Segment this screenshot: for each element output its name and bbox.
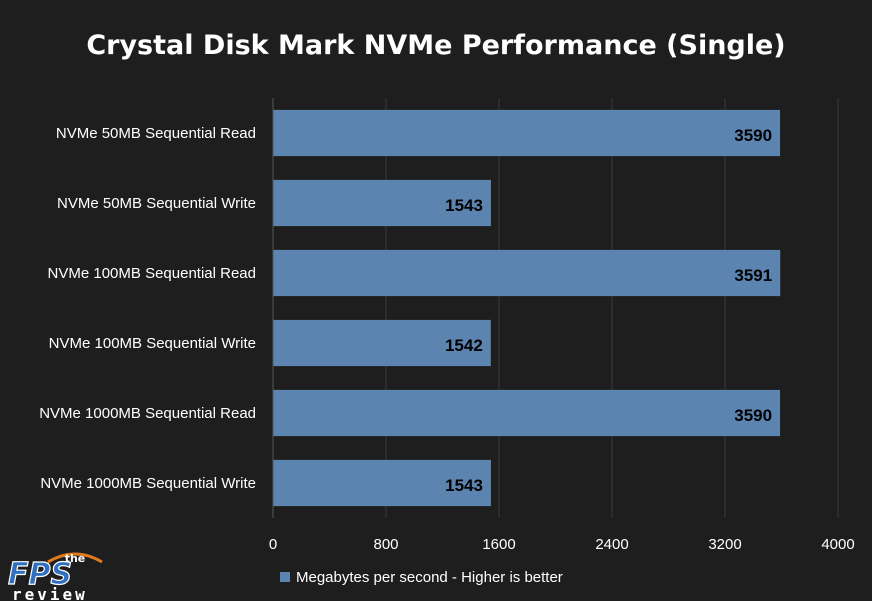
bar-value-label: 1543	[445, 476, 483, 495]
x-tick-label: 0	[269, 536, 277, 553]
category-label: NVMe 1000MB Sequential Read	[39, 405, 256, 422]
bar	[273, 179, 491, 227]
chart-title: Crystal Disk Mark NVMe Performance (Sing…	[86, 30, 786, 61]
fps-review-logo: the FPS review	[7, 552, 103, 601]
bar	[273, 319, 491, 367]
bar-value-label: 1543	[445, 196, 483, 215]
category-label: NVMe 100MB Sequential Write	[49, 335, 256, 352]
bar	[273, 249, 781, 297]
bar-value-label: 1542	[445, 336, 483, 355]
category-label: NVMe 50MB Sequential Read	[56, 125, 256, 142]
bar-value-label: 3591	[734, 266, 772, 285]
x-tick-label: 2400	[595, 536, 628, 553]
bar	[273, 389, 781, 437]
category-label: NVMe 100MB Sequential Read	[48, 265, 256, 282]
bar	[273, 459, 491, 507]
x-tick-label: 3200	[708, 536, 741, 553]
bar-value-label: 3590	[734, 126, 772, 145]
category-label: NVMe 1000MB Sequential Write	[40, 475, 256, 492]
x-tick-label: 1600	[482, 536, 515, 553]
logo-text-review: review	[12, 585, 88, 601]
logo-text-the: the	[65, 552, 86, 565]
logo-text-main: FPS	[8, 557, 72, 592]
legend-swatch	[280, 572, 290, 582]
x-tick-label: 4000	[821, 536, 854, 553]
x-tick-label: 800	[373, 536, 398, 553]
legend-label: Megabytes per second - Higher is better	[296, 568, 563, 586]
bar	[273, 109, 781, 157]
legend: Megabytes per second - Higher is better	[280, 567, 563, 587]
category-label: NVMe 50MB Sequential Write	[57, 195, 256, 212]
bar-value-label: 3590	[734, 406, 772, 425]
